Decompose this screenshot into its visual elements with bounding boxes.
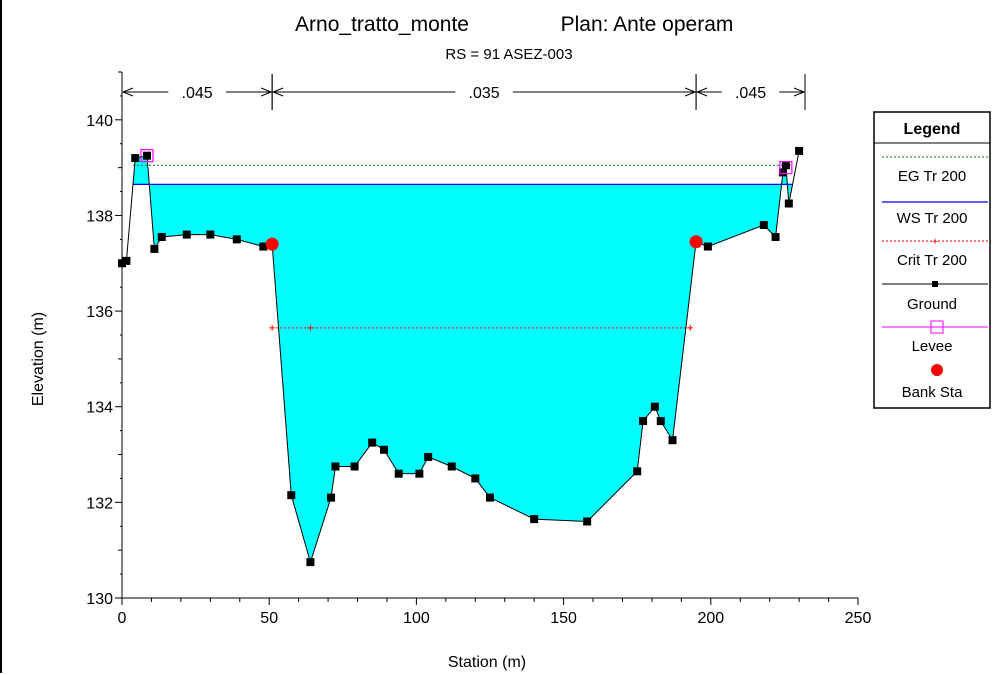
x-tick-label-0: 0 [118,610,127,627]
ground-point-26 [633,467,642,476]
legend-title: Legend [904,121,961,138]
levee-marker-0 [140,149,154,163]
mannings-layer: .045 .035 .045 [121,74,806,110]
ground-point-24 [530,515,539,524]
chart-subtitle: RS = 91 ASEZ-003 [445,46,572,63]
x-tick-label-4: 200 [697,610,724,627]
legend: Legend EG Tr 200 WS Tr 200 + Crit Tr 200… [873,111,991,409]
ground-point-20 [424,452,433,461]
ground-point-6 [182,230,191,239]
ground-point-8 [232,235,241,244]
ground-point-35 [778,168,787,177]
y-tick-label-2: 134 [86,400,113,417]
bank-station-0 [265,237,279,251]
legend-eg-label: EG Tr 200 [898,168,966,185]
y-tick-label-0: 130 [86,591,113,608]
ground-point-33 [759,221,768,230]
crit-marker-2 [687,324,694,331]
ground-point-11 [287,491,296,500]
ground-point-16 [368,438,377,447]
mannings-arrow-left-1 [271,87,284,97]
y-tick-label-3: 136 [86,304,113,321]
mannings-arrow-right-0 [260,87,273,97]
mannings-arrow-right-1 [684,87,697,97]
legend-bank-marker [931,364,943,376]
ground-point-12 [306,558,315,567]
mannings-arrow-left-2 [695,87,708,97]
ground-point-18 [394,469,403,478]
levee-marker-1 [779,161,793,175]
ground-point-34 [771,232,780,241]
legend-crit-marker: + [932,236,938,248]
ground-point-7 [206,230,215,239]
ground-point-1 [122,256,131,265]
ground-point-4 [150,244,159,253]
ground-point-5 [157,232,166,241]
ground-point-22 [471,474,480,483]
plan-label: Plan: Ante operam [561,13,734,36]
mannings-label-2: .045 [735,85,766,102]
legend-ground-label: Ground [907,296,957,313]
ground-point-21 [447,462,456,471]
markers-layer [118,146,804,567]
y-axis-label: Elevation (m) [30,312,47,406]
ground-point-36 [781,161,790,170]
ground-point-14 [331,462,340,471]
crit-marker-1 [307,324,314,331]
mannings-arrow-right-2 [793,87,806,97]
y-tick-label-4: 138 [86,208,113,225]
ground-point-9 [259,242,268,251]
axes-layer: 0 50 100 150 200 250 130 132 134 136 138 140 [86,71,872,627]
x-axis-label: Station (m) [448,654,526,671]
ground-point-15 [350,462,359,471]
water-area-layer [132,155,793,563]
x-tick-label-2: 100 [403,610,430,627]
ground-point-29 [656,417,665,426]
y-tick-label-5: 140 [86,113,113,130]
water-fill [132,155,793,563]
ground-point-38 [795,146,804,155]
y-tick-label-1: 132 [86,495,113,512]
mannings-arrow-left-0 [121,87,134,97]
ground-point-23 [486,493,494,502]
crit-marker-0 [269,324,276,331]
ground-point-19 [415,469,424,478]
mannings-label-1: .035 [469,85,500,102]
legend-levee-label: Levee [912,338,953,355]
x-tick-label-5: 250 [845,610,872,627]
legend-ws-label: WS Tr 200 [897,210,968,227]
legend-crit-label: Crit Tr 200 [897,252,967,269]
ground-point-17 [380,445,389,454]
ground-point-3 [143,151,152,160]
mannings-label-0: .045 [182,85,213,102]
ground-point-28 [650,402,659,411]
bank-station-1 [689,235,703,249]
chart-title: Arno_tratto_monte [295,13,469,36]
ground-point-27 [639,417,648,426]
ground-point-13 [327,493,336,502]
x-tick-label-1: 50 [260,610,278,627]
legend-ground-marker [932,281,938,287]
ground-point-2 [131,154,140,163]
ground-point-25 [583,517,592,526]
ground-point-30 [668,436,677,445]
x-tick-label-3: 150 [550,610,577,627]
ground-point-32 [703,242,712,251]
legend-levee-marker [930,320,944,334]
legend-bank-label: Bank Sta [902,384,964,401]
ground-point-37 [784,199,793,208]
legend-box [873,111,991,409]
